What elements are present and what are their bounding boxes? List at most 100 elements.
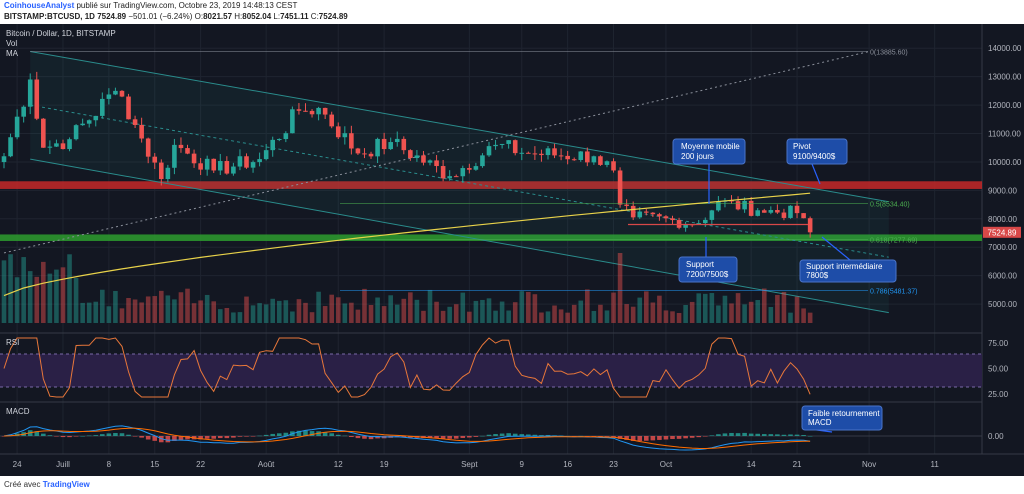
candle-body [532, 153, 538, 155]
fib-level-label: 0.5(8534.40) [870, 202, 910, 209]
macd-hist-bar [47, 435, 53, 436]
callout-support-line2: 7200/7500$ [686, 270, 729, 279]
candle-body [60, 143, 66, 150]
callout-macd-line1: Faible retournement [808, 409, 880, 418]
rsi-tick-label: 25.00 [988, 390, 1009, 399]
author-name[interactable]: CoinhouseAnalyst [4, 1, 75, 10]
price-tick-label: 5000.00 [988, 300, 1017, 309]
price-tick-label: 9000.00 [988, 186, 1017, 195]
volume-bar [296, 299, 302, 323]
macd-hist-bar [296, 430, 302, 436]
macd-hist-bar [755, 433, 761, 436]
macd-hist-bar [539, 435, 544, 436]
macd-hist-bar [185, 436, 190, 440]
macd-hist-bar [585, 436, 590, 437]
macd-hist-bar [257, 435, 262, 437]
candle-body [526, 152, 531, 154]
macd-hist-bar [788, 434, 793, 436]
volume-bar [41, 261, 46, 323]
macd-hist-bar [742, 432, 747, 436]
volume-bar [368, 304, 374, 323]
candle-body [578, 151, 584, 160]
volume-bar [408, 292, 413, 323]
macd-hist-bar [237, 436, 243, 437]
volume-bar [14, 277, 20, 323]
volume-bar [329, 294, 334, 323]
chart-area[interactable]: 0(13885.60) 0.5(8534.40) 0.618(7277.69) 0.7… [0, 24, 1024, 476]
candle-body [657, 214, 662, 217]
macd-hist-bar [113, 433, 118, 436]
volume-bar [80, 302, 85, 323]
volume-bar [617, 253, 623, 323]
channel-mid-line [30, 104, 889, 258]
candle-body [8, 137, 13, 157]
volume-bar [224, 307, 230, 323]
macd-axis-tick: 0.00 [988, 432, 1004, 441]
candle-body [270, 139, 276, 151]
candle-body [224, 161, 230, 174]
macd-hist-bar [657, 436, 662, 440]
callout-ma200: Moyenne mobile 200 jours [672, 138, 746, 204]
macd-hist-bar [355, 436, 361, 439]
candle-body [788, 205, 793, 218]
volume-bar [106, 306, 112, 323]
volume-bar [630, 306, 636, 323]
volume-bar [100, 289, 105, 323]
candle-body [755, 210, 761, 216]
volume-bar [585, 289, 590, 323]
volume-bar [519, 291, 525, 323]
volume-bar [316, 291, 321, 323]
macd-hist-bar [689, 436, 695, 438]
rsi-tick-label: 75.00 [988, 339, 1009, 348]
volume-bar [159, 290, 164, 323]
volume-bar [145, 296, 151, 323]
candle-body [93, 115, 99, 121]
macd-hist-bar [401, 436, 407, 438]
candle-body [309, 110, 315, 115]
volume-bar [244, 296, 249, 323]
macd-hist-bar [41, 433, 46, 436]
macd-hist-bar [434, 436, 439, 439]
macd-hist-bar [716, 434, 721, 436]
macd-hist-bar [152, 436, 158, 441]
volume-bar [526, 291, 531, 323]
macd-hist-bar [467, 436, 472, 438]
candle-body [86, 120, 92, 124]
volume-bar [558, 309, 564, 323]
volume-bar [486, 298, 492, 323]
candle-body [427, 160, 433, 163]
volume-bar [598, 304, 603, 323]
volume-bar [335, 297, 341, 323]
support-zone [0, 234, 982, 241]
price-zones [0, 181, 982, 241]
volume-bar [729, 303, 734, 323]
macd-hist-bar [650, 436, 656, 441]
candle-body [670, 218, 675, 221]
volume-bar [283, 300, 289, 323]
time-axis[interactable]: 24 Juill 8 15 22 Août 12 19 Sept 9 16 23 Oct 14 21 Nov 1… [13, 460, 940, 469]
price-axis[interactable]: 14000.00 13000.00 12000.00 11000.00 10000.00… [988, 44, 1022, 309]
volume-bar [624, 304, 629, 323]
candle-body [801, 213, 806, 219]
candle-body [696, 223, 702, 225]
candle-body [624, 204, 629, 206]
fib-level-label: 0.618(7277.69) [870, 237, 917, 244]
current-price: 7524.89 [97, 12, 127, 21]
candle-body [152, 156, 158, 163]
candle-body [335, 126, 341, 138]
macd-hist-bar [139, 436, 144, 438]
publish-line: CoinhouseAnalyst publié sur TradingView.… [4, 0, 1024, 11]
low-value: 7451.11 [280, 12, 309, 21]
volume-bar [571, 304, 577, 323]
candle-body [244, 156, 249, 168]
candle-body [709, 210, 715, 220]
callout-intermediate-line1: Support intermédiaire [806, 262, 883, 271]
volume-bar [755, 300, 761, 323]
volume-bar [211, 301, 217, 323]
volume-bar [453, 304, 459, 323]
time-tick-label: Nov [862, 460, 876, 469]
candle-body [702, 219, 708, 224]
candle-body [139, 124, 144, 139]
candle-body [434, 160, 439, 167]
tradingview-brand[interactable]: TradingView [42, 480, 90, 489]
